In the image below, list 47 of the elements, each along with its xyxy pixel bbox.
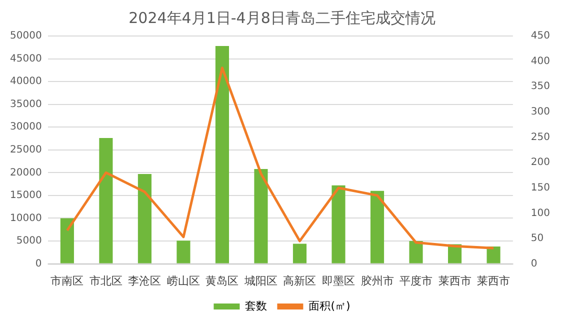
bar xyxy=(409,241,423,264)
bar xyxy=(292,244,307,264)
x-tick-label: 高新区 xyxy=(283,274,316,288)
x-tick-label: 市南区 xyxy=(50,274,84,288)
y-tick-label: 0 xyxy=(35,258,42,270)
y-tick-label: 25000 xyxy=(10,144,42,156)
y-tick-label: 5000 xyxy=(16,236,42,247)
x-tick-label: 市北区 xyxy=(89,274,122,288)
y2-tick-label: 350 xyxy=(530,81,550,92)
y-tick-label: 10000 xyxy=(10,212,42,224)
x-tick-label: 崂山区 xyxy=(166,274,200,288)
y2-tick-label: 100 xyxy=(530,208,550,219)
y2-tick-label: 450 xyxy=(530,30,550,42)
y2-tick-label: 300 xyxy=(530,106,550,118)
bar xyxy=(60,218,74,264)
bar xyxy=(332,185,346,264)
y-tick-label: 30000 xyxy=(10,122,42,133)
bar xyxy=(215,46,230,264)
legend-label: 面积(㎡) xyxy=(308,299,350,312)
y-tick-label: 45000 xyxy=(10,53,42,64)
x-tick-label: 莱西市 xyxy=(438,274,472,288)
y-tick-label: 40000 xyxy=(10,76,42,88)
bar xyxy=(176,240,190,264)
x-tick-label: 李沧区 xyxy=(128,274,162,288)
y2-tick-label: 250 xyxy=(530,132,550,143)
y2-tick-label: 0 xyxy=(530,258,538,270)
chart-title: 2024年4月1日-4月8日青岛二手住宅成交情况 xyxy=(128,8,436,27)
bar xyxy=(486,246,500,264)
y-tick-label: 20000 xyxy=(10,167,42,178)
x-tick-label: 平度市 xyxy=(400,274,433,288)
bar xyxy=(254,169,268,264)
x-tick-label: 莱西市 xyxy=(477,274,510,288)
legend-label: 套数 xyxy=(245,299,268,312)
y-tick-label: 35000 xyxy=(10,98,42,110)
bar xyxy=(370,190,384,264)
y2-tick-label: 50 xyxy=(530,233,544,244)
x-tick-label: 黄岛区 xyxy=(206,274,239,288)
y-tick-label: 50000 xyxy=(10,30,42,42)
y2-tick-label: 150 xyxy=(530,182,550,194)
y-tick-label: 15000 xyxy=(10,190,42,202)
y2-tick-label: 400 xyxy=(530,56,550,67)
x-tick-label: 即墨区 xyxy=(322,274,355,288)
x-tick-label: 城阳区 xyxy=(243,274,278,288)
bar xyxy=(99,138,113,264)
y2-tick-label: 200 xyxy=(530,157,550,168)
x-tick-label: 胶州市 xyxy=(360,274,394,288)
bar xyxy=(138,174,152,264)
